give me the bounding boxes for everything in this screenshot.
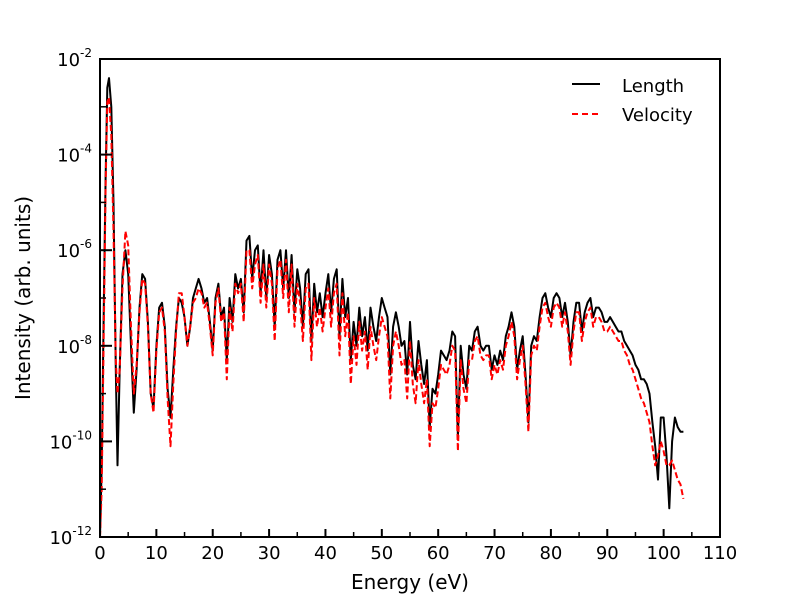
y-tick-label: 10-4 [57,142,92,167]
x-tick-label: 40 [314,543,337,564]
x-axis-label: Energy (eV) [351,570,469,594]
x-tick-label: 10 [145,543,168,564]
y-tick-label: 10-12 [49,524,92,549]
ticks-layer: 0 10 20 30 40 50 60 70 80 90 100 110 10-12 10-10 10-8 1… [49,46,737,564]
x-tick-label: 30 [258,543,281,564]
legend-label-length: Length [622,76,684,97]
x-tick-label: 60 [427,543,450,564]
x-tick-label: 50 [370,543,393,564]
x-tick-label: 90 [596,543,619,564]
series-line-velocity [99,96,685,538]
x-tick-label: 110 [703,543,737,564]
legend-label-velocity: Velocity [622,105,693,126]
x-tick-label: 70 [483,543,506,564]
x-tick-label: 100 [646,543,680,564]
y-tick-label: 10-8 [57,333,92,358]
plot-frame [99,58,721,538]
x-tick-label: 80 [539,543,562,564]
x-tick-label: 0 [94,543,105,564]
y-tick-label: 10-2 [57,46,92,71]
y-tick-label: 10-6 [57,237,92,262]
y-tick-label: 10-10 [49,428,92,453]
legend: Length Velocity [572,76,693,126]
series-line-length [99,77,684,538]
x-tick-label: 20 [201,543,224,564]
series-layer [99,77,685,538]
y-axis-label: Intensity (arb. units) [11,196,35,400]
